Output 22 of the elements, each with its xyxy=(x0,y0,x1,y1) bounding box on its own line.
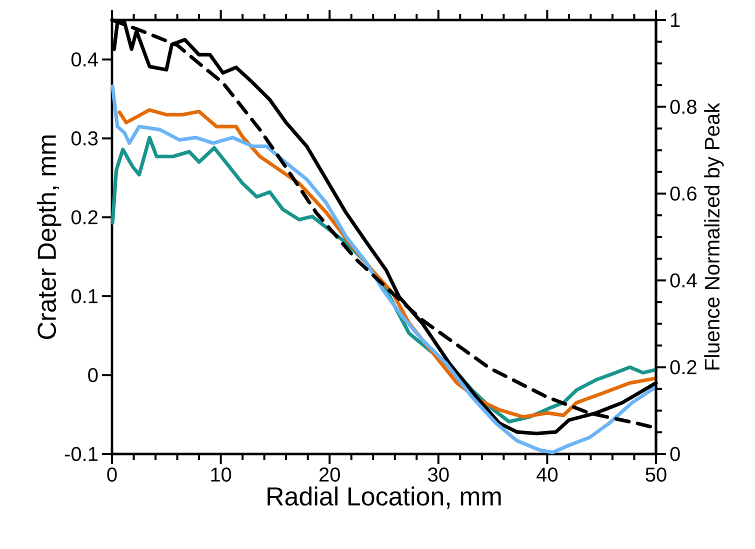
x-tick-label: 30 xyxy=(428,468,449,482)
y-tick-label: 0.2 xyxy=(71,210,98,224)
y2-tick-label: 0.6 xyxy=(670,186,696,201)
y2-tick-label: 0.8 xyxy=(670,100,696,114)
x-tick-label: 0 xyxy=(107,468,117,482)
y2-tick-label: 0 xyxy=(670,446,680,462)
y2-tick-label: 0.4 xyxy=(670,273,697,288)
x-tick-label: 50 xyxy=(646,468,666,482)
y2-axis-title: Fluence Normalized by Peak xyxy=(704,102,724,370)
y-tick-label: 0 xyxy=(88,368,98,382)
x-axis-title: Radial Location, mm xyxy=(268,486,501,509)
line-series xyxy=(110,84,658,454)
y-axis-title: Crater Depth, mm xyxy=(36,135,62,339)
x-tick-label: 10 xyxy=(211,468,232,482)
y-tick-label: 0.1 xyxy=(71,289,98,304)
y-tick-label: 0.3 xyxy=(71,131,98,146)
x-tick-label: 40 xyxy=(536,468,558,482)
y-tick-label: -0.1 xyxy=(64,446,98,462)
x-tick-label: 20 xyxy=(319,468,340,482)
y2-tick-label: 1 xyxy=(671,13,680,27)
y-tick-label: 0.4 xyxy=(71,52,98,67)
y2-tick-label: 0.2 xyxy=(670,360,696,374)
